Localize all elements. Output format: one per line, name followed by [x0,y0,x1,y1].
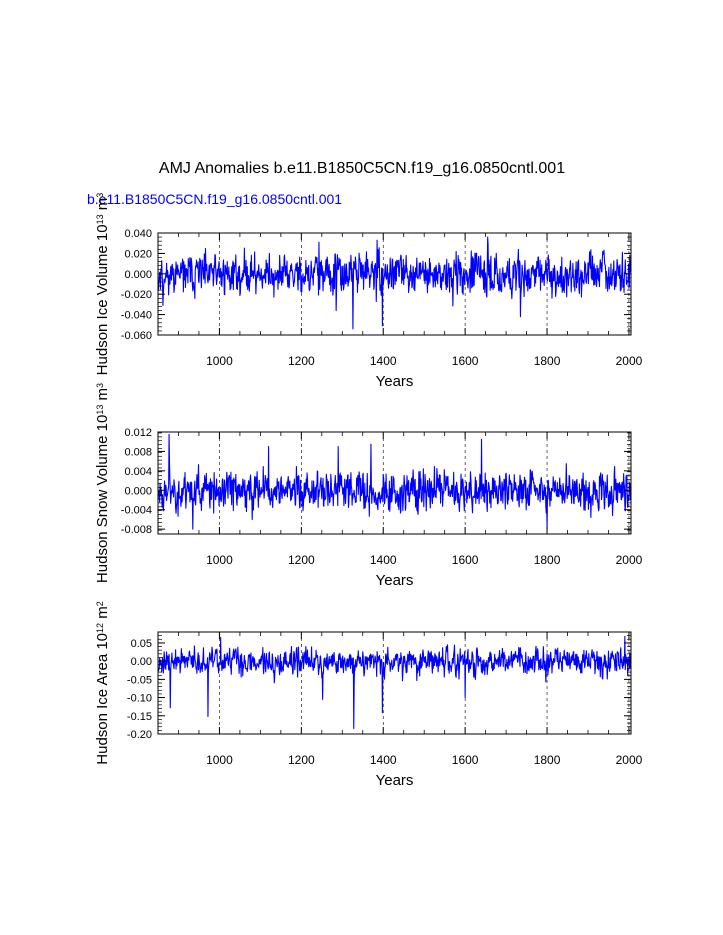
x-tick-label: 1400 [370,753,397,767]
x-tick-label: 1600 [452,553,479,567]
y-axis-label-part: Hudson Ice Volume 10 [94,224,111,375]
x-tick-label: 1000 [206,753,233,767]
y-tick-label: -0.10 [127,693,152,705]
plot-frame [157,431,632,535]
y-tick-label: 0.012 [124,427,152,439]
y-tick-label: 0.000 [124,485,152,497]
panel-snow-volume: 1000 1200 1400 1600 1800 2000 -0.008 -0.004 0.00… [94,383,643,589]
y-axis-label-part: m [94,198,111,215]
y-tick-label: 0.040 [124,228,152,240]
y-tick-label: 0.008 [124,446,152,458]
y-axis-label-exponent: 13 [95,405,105,415]
y-axis-label-exponent: 3 [95,193,105,198]
y-axis-label: Hudson Ice Volume 1013 m3 [94,193,111,376]
y-axis-label-exponent: 13 [95,214,105,224]
figure-subtitle: b.e11.B1850C5CN.f19_g16.0850cntl.001 [87,191,342,207]
y-axis-label-part: Hudson Ice Area 10 [94,633,111,765]
y-axis-label: Hudson Ice Area 1012 m2 [94,601,111,764]
x-axis-label: Years [376,373,414,390]
y-tick-label: 0.004 [124,466,152,478]
x-axis-label: Years [376,772,414,789]
plot-frame [157,232,632,336]
y-tick-label: -0.020 [121,289,152,301]
panel-ice-volume: 1000 1200 1400 1600 1800 2000 -0.060 -0.040 -0.0… [94,193,643,390]
x-tick-label: 1000 [206,553,233,567]
plot-frame [157,631,632,735]
x-tick-label: 1400 [370,354,397,368]
y-tick-label: -0.15 [127,711,152,723]
x-axis-label: Years [376,572,414,589]
y-axis-label: Hudson Snow Volume 1013 m3 [94,383,111,583]
x-tick-label: 1600 [452,354,479,368]
series-line [157,635,632,730]
y-tick-label: -0.040 [121,310,152,322]
y-tick-label: 0.05 [131,638,152,650]
x-tick-label: 1200 [288,354,315,368]
figure-title: AMJ Anomalies b.e11.B1850C5CN.f19_g16.08… [159,160,565,177]
series-line [157,236,632,330]
y-axis-label-part: m [94,388,111,405]
x-tick-label: 1200 [288,753,315,767]
y-tick-label: 0.00 [131,656,152,668]
series-line [157,433,632,530]
x-tick-label: 1000 [206,354,233,368]
panel-ice-area: 1000 1200 1400 1600 1800 2000 -0.20 -0.15 -0.10 -… [94,601,643,789]
x-tick-label: 1600 [452,753,479,767]
y-tick-label: -0.008 [121,524,152,536]
y-tick-label: 0.020 [124,248,152,260]
x-tick-label: 2000 [616,753,643,767]
x-tick-label: 1200 [288,553,315,567]
y-axis-label-part: Hudson Snow Volume 10 [94,415,111,583]
x-tick-label: 1800 [534,553,561,567]
x-tick-label: 1800 [534,753,561,767]
y-tick-label: -0.004 [121,505,152,517]
x-tick-label: 1800 [534,354,561,368]
y-axis-label-exponent: 12 [95,623,105,633]
y-axis-label-part: m [94,606,111,623]
y-axis-label-exponent: 2 [95,601,105,606]
y-axis-label-exponent: 3 [95,383,105,388]
y-tick-label: -0.060 [121,330,152,342]
x-tick-label: 2000 [616,354,643,368]
x-tick-label: 1400 [370,553,397,567]
y-tick-label: 0.000 [124,269,152,281]
y-tick-label: -0.20 [127,729,152,741]
y-tick-label: -0.05 [127,674,152,686]
x-tick-label: 2000 [616,553,643,567]
